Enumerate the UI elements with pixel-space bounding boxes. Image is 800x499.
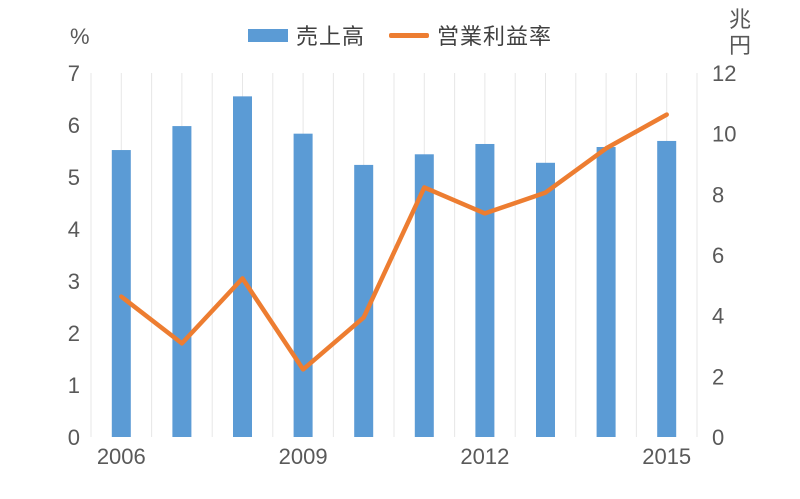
x-axis-tick: 2006 bbox=[97, 444, 146, 469]
right-axis-tick: 4 bbox=[712, 304, 724, 329]
x-axis-tick: 2009 bbox=[279, 444, 328, 469]
left-axis-tick: 4 bbox=[68, 217, 80, 242]
right-axis-tick: 8 bbox=[712, 182, 724, 207]
margin-line-swatch-icon bbox=[389, 32, 429, 38]
bar-2010 bbox=[354, 164, 374, 437]
legend: 売上高 営業利益率 bbox=[0, 19, 800, 51]
left-axis-tick: 6 bbox=[68, 113, 80, 138]
margin-line bbox=[119, 112, 669, 372]
legend-item-margin: 営業利益率 bbox=[389, 19, 552, 51]
left-axis-unit-label: % bbox=[70, 24, 90, 49]
right-axis-tick: 2 bbox=[712, 364, 724, 389]
sales-bar-swatch-icon bbox=[247, 28, 288, 42]
right-axis-tick: 0 bbox=[712, 425, 724, 450]
legend-label-sales: 売上高 bbox=[295, 24, 365, 49]
left-axis-tick: 7 bbox=[68, 61, 80, 86]
bar-2008 bbox=[233, 96, 252, 438]
right-axis-tick: 10 bbox=[712, 122, 736, 147]
legend-item-sales: 売上高 bbox=[247, 19, 365, 51]
bar-2014 bbox=[596, 147, 616, 437]
left-axis-tick: 1 bbox=[68, 373, 80, 398]
bar-2012 bbox=[475, 143, 495, 438]
right-axis-unit-label: 兆円 bbox=[729, 7, 752, 58]
left-axis-tick: 3 bbox=[68, 269, 80, 294]
bar-2011 bbox=[414, 154, 434, 437]
bar-2006 bbox=[111, 150, 131, 437]
bar-2015 bbox=[657, 140, 677, 438]
right-axis-tick: 12 bbox=[712, 61, 736, 86]
x-axis-tick: 2012 bbox=[460, 444, 509, 469]
left-axis-tick: 5 bbox=[68, 165, 80, 190]
left-axis-tick: 0 bbox=[68, 425, 80, 450]
left-axis-tick: 2 bbox=[68, 321, 80, 346]
bar-2013 bbox=[536, 162, 555, 437]
x-axis-tick: 2015 bbox=[642, 444, 691, 469]
right-axis-tick: 6 bbox=[712, 243, 724, 268]
legend-label-margin: 営業利益率 bbox=[437, 24, 553, 49]
bar-2007 bbox=[172, 126, 192, 437]
bar-2009 bbox=[293, 133, 313, 437]
